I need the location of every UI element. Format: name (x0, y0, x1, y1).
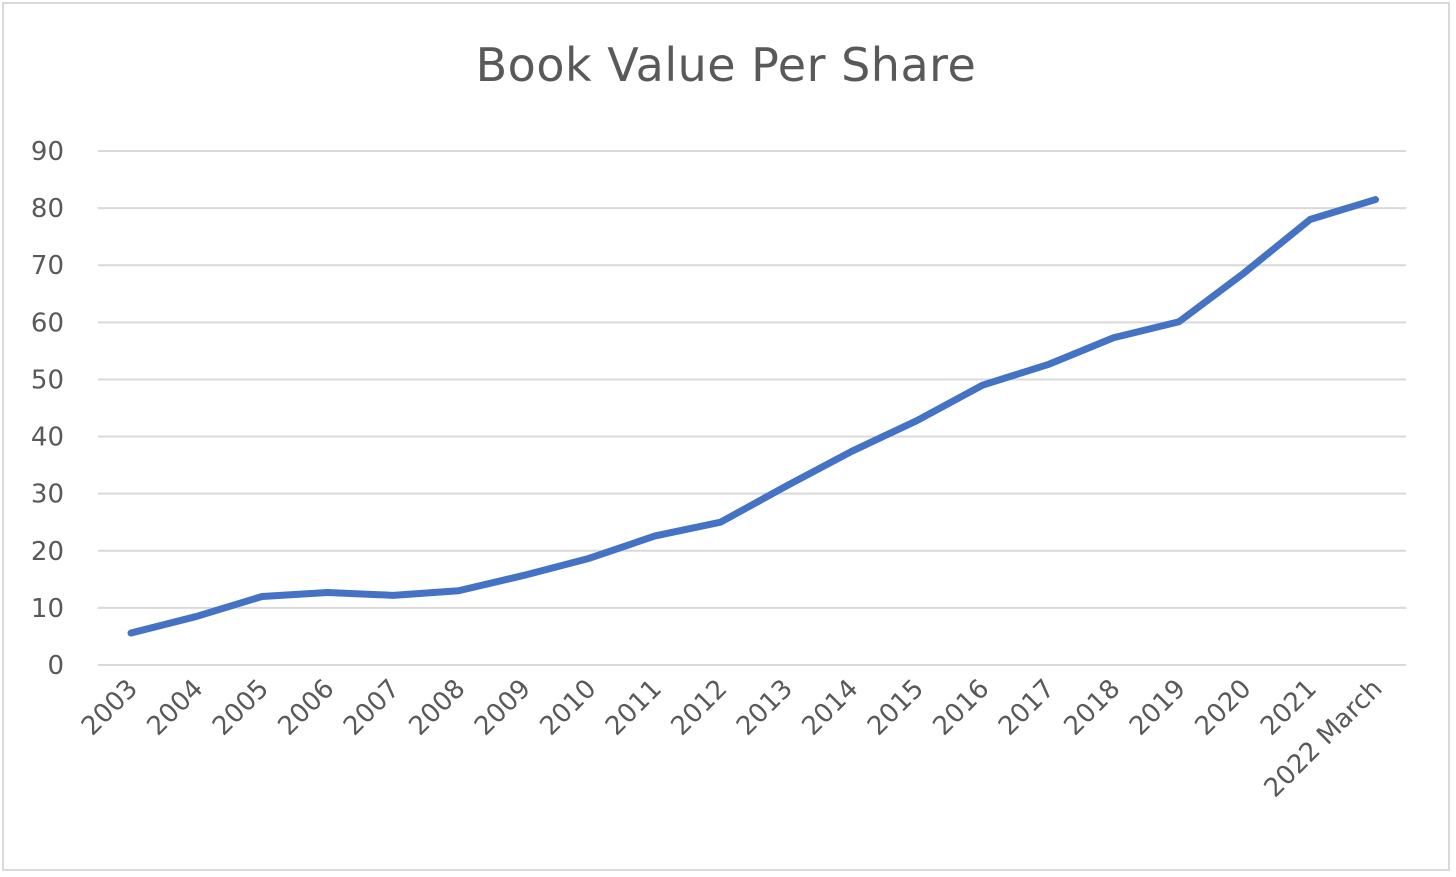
y-tick-label: 10 (31, 594, 64, 624)
series-line (127, 196, 1379, 637)
x-tick-label: 2015 (862, 674, 930, 742)
x-tick-label: 2007 (338, 674, 406, 742)
y-tick-label: 90 (31, 137, 64, 167)
x-tick-label: 2009 (469, 674, 537, 742)
chart-title: Book Value Per Share (475, 38, 977, 92)
x-tick-label: 2006 (272, 674, 340, 742)
x-axis-ticks: 2003200420052006200720082009201020112012… (76, 674, 1389, 804)
x-tick-label: 2008 (403, 674, 471, 742)
x-tick-label: 2011 (600, 674, 668, 742)
x-tick-label: 2014 (796, 674, 864, 742)
x-tick-label: 2004 (141, 674, 209, 742)
x-tick-label: 2010 (534, 674, 602, 742)
y-tick-label: 70 (31, 251, 64, 281)
y-axis-ticks: 0 10 20 30 40 50 60 70 80 90 (31, 137, 64, 681)
x-tick-label: 2019 (1124, 674, 1192, 742)
x-tick-label: 2005 (207, 674, 275, 742)
x-tick-label: 2020 (1189, 674, 1257, 742)
y-tick-label: 40 (31, 423, 64, 453)
x-tick-label: 2017 (993, 674, 1061, 742)
y-tick-label: 20 (31, 537, 64, 567)
y-tick-label: 0 (47, 651, 64, 681)
y-tick-label: 30 (31, 480, 64, 510)
x-tick-label: 2018 (1058, 674, 1126, 742)
y-tick-label: 60 (31, 308, 64, 338)
x-tick-label: 2003 (76, 674, 144, 742)
x-tick-label: 2013 (731, 674, 799, 742)
x-tick-label: 2012 (665, 674, 733, 742)
y-tick-label: 50 (31, 365, 64, 395)
gridlines (98, 150, 1406, 666)
y-tick-label: 80 (31, 194, 64, 224)
x-tick-label: 2016 (927, 674, 995, 742)
series-layer (127, 196, 1379, 637)
